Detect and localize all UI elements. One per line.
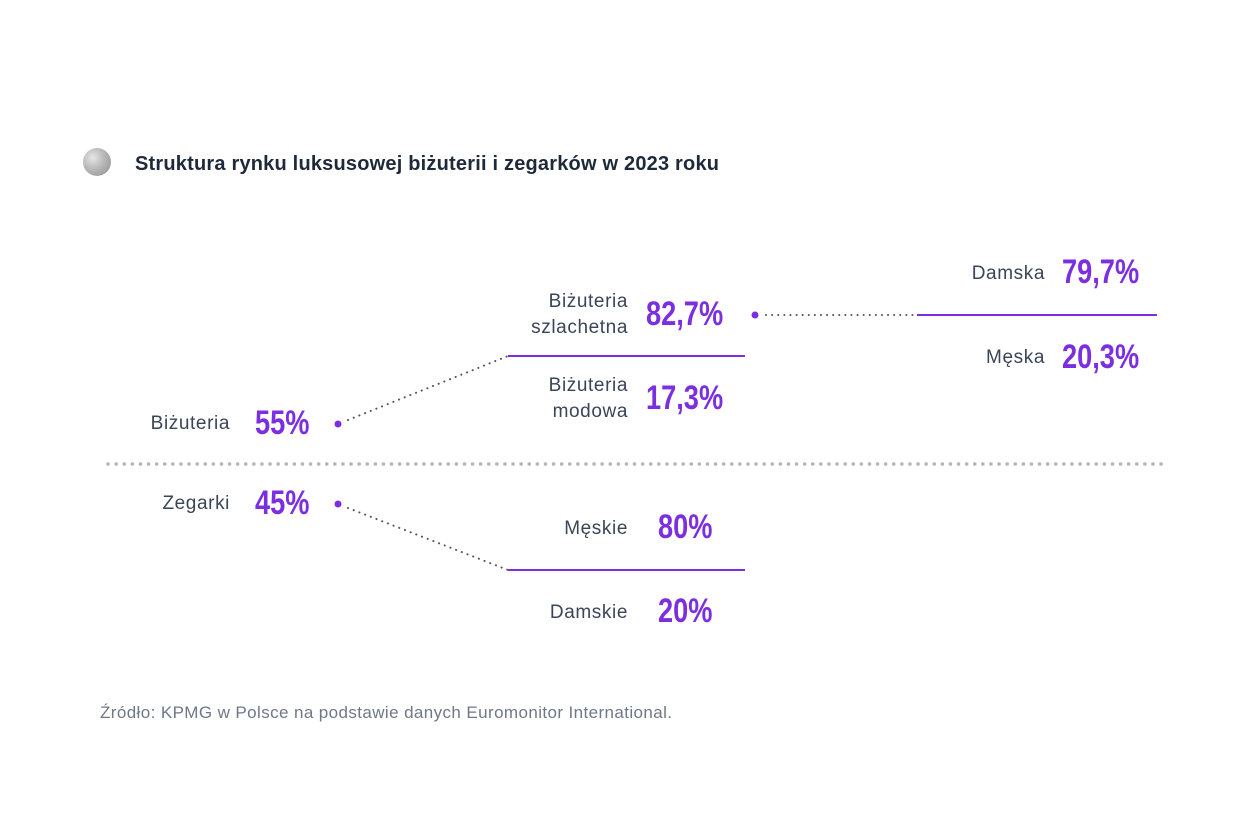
meska-value: 20,3% [1062, 338, 1140, 376]
mod-label-line1: Biżuteria [548, 375, 628, 396]
biz-value: 55% [255, 404, 310, 442]
biz-dot [334, 420, 342, 428]
damska-label: Damska [971, 263, 1045, 284]
meska-label: Męska [986, 347, 1045, 368]
biz-label: Biżuteria [150, 413, 230, 434]
title-bullet-icon [83, 148, 111, 176]
zeg-value: 45% [255, 484, 310, 522]
szl-label: Biżuteria szlachetna [531, 289, 628, 341]
szl-label-line1: Biżuteria [548, 291, 628, 312]
mod-label: Biżuteria modowa [549, 373, 628, 425]
zeg-label: Zegarki [162, 493, 230, 514]
source-note: Źródło: KPMG w Polsce na podstawie danyc… [100, 703, 673, 722]
mod-label-line2: modowa [552, 401, 628, 422]
damskie-label: Damskie [549, 602, 628, 623]
szl-dot [751, 311, 759, 319]
zeg-connector [347, 507, 509, 571]
damska-value: 79,7% [1062, 253, 1140, 291]
biz-connector [347, 355, 509, 421]
meskie-label: Męskie [564, 518, 628, 539]
chart-title: Struktura rynku luksusowej biżuterii i z… [135, 153, 720, 175]
mod-value: 17,3% [646, 379, 724, 417]
meskie-value: 80% [658, 508, 713, 546]
szl-value: 82,7% [646, 295, 724, 333]
szl-label-line2: szlachetna [531, 317, 628, 338]
zeg-dot [334, 500, 342, 508]
damskie-value: 20% [658, 592, 713, 630]
